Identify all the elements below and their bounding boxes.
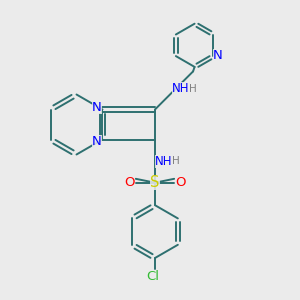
Text: N: N: [92, 100, 102, 114]
Text: O: O: [175, 176, 185, 189]
Text: NH: NH: [155, 154, 173, 168]
Text: O: O: [124, 176, 135, 189]
Text: N: N: [92, 135, 102, 148]
Text: S: S: [150, 175, 160, 190]
Text: H: H: [189, 84, 196, 94]
Text: H: H: [172, 156, 179, 166]
Text: Cl: Cl: [146, 269, 159, 283]
Text: N: N: [213, 49, 223, 62]
Text: NH: NH: [172, 82, 190, 95]
